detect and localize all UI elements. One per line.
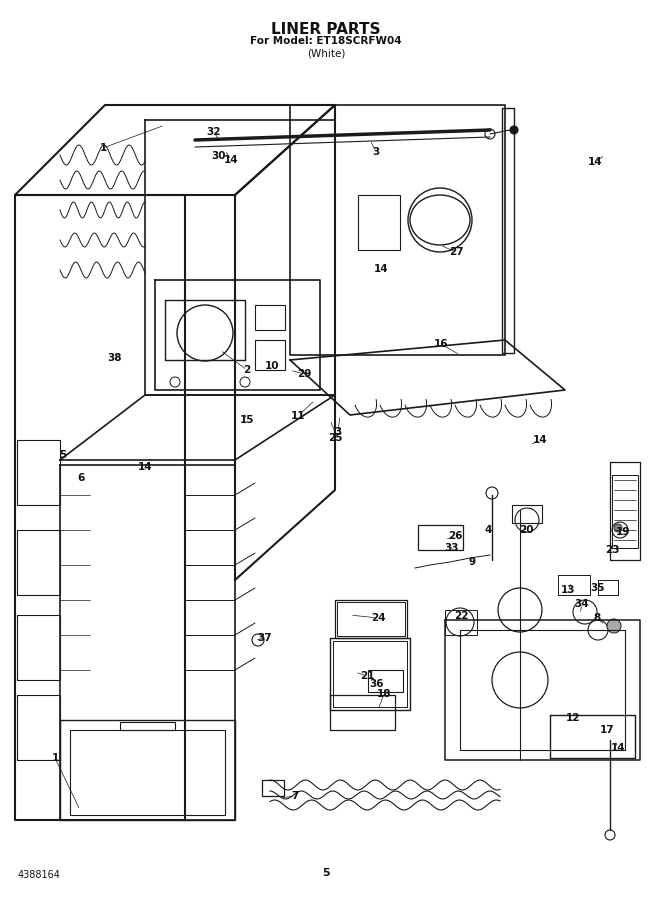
Text: 1: 1 xyxy=(52,753,59,763)
Text: 14: 14 xyxy=(374,264,389,274)
Text: 6: 6 xyxy=(78,473,85,483)
Text: 19: 19 xyxy=(615,527,630,537)
Text: 10: 10 xyxy=(265,361,279,371)
Text: 14: 14 xyxy=(224,155,239,165)
Circle shape xyxy=(607,619,621,633)
Text: 14: 14 xyxy=(587,157,602,167)
Text: 37: 37 xyxy=(258,633,273,643)
Text: 34: 34 xyxy=(574,599,589,609)
Text: 2: 2 xyxy=(243,365,250,375)
Bar xyxy=(502,108,514,353)
Circle shape xyxy=(614,524,622,532)
Text: 30: 30 xyxy=(212,151,226,161)
Text: 4388164: 4388164 xyxy=(18,870,61,880)
Bar xyxy=(512,505,542,523)
Text: 23: 23 xyxy=(605,545,619,555)
Bar xyxy=(418,525,463,550)
Bar xyxy=(255,340,285,370)
Text: LINER PARTS: LINER PARTS xyxy=(271,22,381,37)
Bar xyxy=(262,780,284,796)
Text: 11: 11 xyxy=(291,411,305,421)
Text: 5: 5 xyxy=(59,450,67,460)
Text: 3: 3 xyxy=(334,427,342,437)
Text: 36: 36 xyxy=(370,679,384,689)
Text: 24: 24 xyxy=(371,613,385,623)
Text: 14: 14 xyxy=(611,743,625,753)
Bar xyxy=(445,610,477,635)
Bar xyxy=(335,600,407,638)
Text: 27: 27 xyxy=(449,247,464,257)
Text: 22: 22 xyxy=(454,611,468,621)
Text: (White): (White) xyxy=(307,48,345,58)
Text: 20: 20 xyxy=(519,525,533,535)
Circle shape xyxy=(510,126,518,134)
Text: 26: 26 xyxy=(448,531,462,541)
Text: 18: 18 xyxy=(377,689,391,699)
Text: 29: 29 xyxy=(297,369,311,379)
Text: For Model: ET18SCRFW04: For Model: ET18SCRFW04 xyxy=(250,36,402,46)
Text: 33: 33 xyxy=(445,543,459,553)
Text: 3: 3 xyxy=(372,147,379,157)
Text: 14: 14 xyxy=(533,435,547,445)
Text: 12: 12 xyxy=(566,713,580,723)
Text: 17: 17 xyxy=(600,725,614,735)
Text: 1: 1 xyxy=(99,143,107,153)
Bar xyxy=(368,670,403,692)
Text: 9: 9 xyxy=(468,557,475,567)
Text: 38: 38 xyxy=(108,353,123,363)
Bar xyxy=(358,195,400,250)
Text: 32: 32 xyxy=(207,127,221,137)
Bar xyxy=(255,305,285,330)
Text: 13: 13 xyxy=(561,585,575,595)
Text: 7: 7 xyxy=(291,791,299,801)
Text: 35: 35 xyxy=(591,583,605,593)
Text: 25: 25 xyxy=(328,433,342,443)
Text: 5: 5 xyxy=(322,868,330,878)
Text: 16: 16 xyxy=(434,339,449,349)
Text: 21: 21 xyxy=(360,671,374,681)
Text: 14: 14 xyxy=(138,462,153,472)
Text: 8: 8 xyxy=(593,613,600,623)
Text: 4: 4 xyxy=(484,525,492,535)
Text: 15: 15 xyxy=(240,415,254,425)
